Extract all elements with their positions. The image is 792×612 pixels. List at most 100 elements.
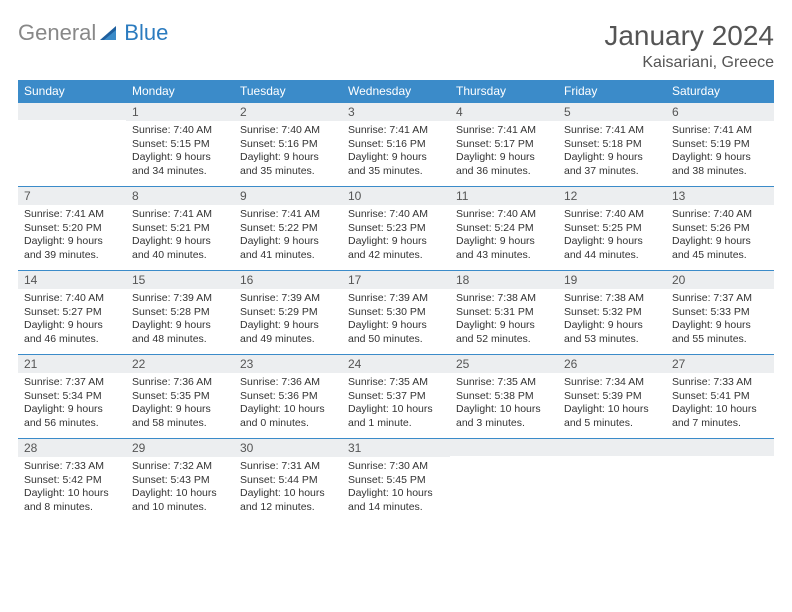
day-number: 18 bbox=[450, 270, 558, 289]
daylight-line: Daylight: 9 hours and 55 minutes. bbox=[672, 319, 768, 346]
sunset-line: Sunset: 5:15 PM bbox=[132, 138, 228, 152]
sunset-line: Sunset: 5:31 PM bbox=[456, 306, 552, 320]
daylight-line: Daylight: 9 hours and 35 minutes. bbox=[348, 151, 444, 178]
sunset-line: Sunset: 5:34 PM bbox=[24, 390, 120, 404]
sunset-line: Sunset: 5:16 PM bbox=[240, 138, 336, 152]
daylight-line: Daylight: 9 hours and 56 minutes. bbox=[24, 403, 120, 430]
sunrise-line: Sunrise: 7:41 AM bbox=[672, 124, 768, 138]
daylight-line: Daylight: 9 hours and 39 minutes. bbox=[24, 235, 120, 262]
calendar-cell: 12Sunrise: 7:40 AMSunset: 5:25 PMDayligh… bbox=[558, 186, 666, 270]
day-body: Sunrise: 7:41 AMSunset: 5:18 PMDaylight:… bbox=[558, 121, 666, 183]
day-body: Sunrise: 7:39 AMSunset: 5:29 PMDaylight:… bbox=[234, 289, 342, 351]
calendar-cell bbox=[558, 438, 666, 522]
calendar-row: 1Sunrise: 7:40 AMSunset: 5:15 PMDaylight… bbox=[18, 102, 774, 186]
sunset-line: Sunset: 5:19 PM bbox=[672, 138, 768, 152]
weekday-row: SundayMondayTuesdayWednesdayThursdayFrid… bbox=[18, 80, 774, 102]
day-number: 25 bbox=[450, 354, 558, 373]
sunset-line: Sunset: 5:18 PM bbox=[564, 138, 660, 152]
day-body bbox=[666, 456, 774, 463]
sunrise-line: Sunrise: 7:32 AM bbox=[132, 460, 228, 474]
day-body: Sunrise: 7:35 AMSunset: 5:37 PMDaylight:… bbox=[342, 373, 450, 435]
daylight-line: Daylight: 9 hours and 50 minutes. bbox=[348, 319, 444, 346]
day-number: 11 bbox=[450, 186, 558, 205]
day-body: Sunrise: 7:31 AMSunset: 5:44 PMDaylight:… bbox=[234, 457, 342, 519]
day-body: Sunrise: 7:40 AMSunset: 5:16 PMDaylight:… bbox=[234, 121, 342, 183]
sunset-line: Sunset: 5:36 PM bbox=[240, 390, 336, 404]
calendar-cell bbox=[450, 438, 558, 522]
sunset-line: Sunset: 5:29 PM bbox=[240, 306, 336, 320]
sunset-line: Sunset: 5:20 PM bbox=[24, 222, 120, 236]
sunrise-line: Sunrise: 7:41 AM bbox=[564, 124, 660, 138]
sunset-line: Sunset: 5:45 PM bbox=[348, 474, 444, 488]
day-body: Sunrise: 7:36 AMSunset: 5:35 PMDaylight:… bbox=[126, 373, 234, 435]
calendar-row: 7Sunrise: 7:41 AMSunset: 5:20 PMDaylight… bbox=[18, 186, 774, 270]
daylight-line: Daylight: 9 hours and 35 minutes. bbox=[240, 151, 336, 178]
calendar-cell: 13Sunrise: 7:40 AMSunset: 5:26 PMDayligh… bbox=[666, 186, 774, 270]
day-number: 2 bbox=[234, 102, 342, 121]
daylight-line: Daylight: 10 hours and 1 minute. bbox=[348, 403, 444, 430]
sunrise-line: Sunrise: 7:33 AM bbox=[672, 376, 768, 390]
day-body: Sunrise: 7:33 AMSunset: 5:42 PMDaylight:… bbox=[18, 457, 126, 519]
sunset-line: Sunset: 5:44 PM bbox=[240, 474, 336, 488]
calendar-cell: 11Sunrise: 7:40 AMSunset: 5:24 PMDayligh… bbox=[450, 186, 558, 270]
sunrise-line: Sunrise: 7:40 AM bbox=[456, 208, 552, 222]
day-number: 15 bbox=[126, 270, 234, 289]
day-number: 20 bbox=[666, 270, 774, 289]
day-body: Sunrise: 7:41 AMSunset: 5:17 PMDaylight:… bbox=[450, 121, 558, 183]
calendar-cell: 19Sunrise: 7:38 AMSunset: 5:32 PMDayligh… bbox=[558, 270, 666, 354]
sunset-line: Sunset: 5:27 PM bbox=[24, 306, 120, 320]
day-body: Sunrise: 7:40 AMSunset: 5:27 PMDaylight:… bbox=[18, 289, 126, 351]
sunrise-line: Sunrise: 7:40 AM bbox=[672, 208, 768, 222]
calendar-row: 21Sunrise: 7:37 AMSunset: 5:34 PMDayligh… bbox=[18, 354, 774, 438]
daylight-line: Daylight: 9 hours and 38 minutes. bbox=[672, 151, 768, 178]
sunrise-line: Sunrise: 7:41 AM bbox=[456, 124, 552, 138]
sunset-line: Sunset: 5:25 PM bbox=[564, 222, 660, 236]
calendar-cell: 7Sunrise: 7:41 AMSunset: 5:20 PMDaylight… bbox=[18, 186, 126, 270]
sunrise-line: Sunrise: 7:30 AM bbox=[348, 460, 444, 474]
calendar-cell: 4Sunrise: 7:41 AMSunset: 5:17 PMDaylight… bbox=[450, 102, 558, 186]
daylight-line: Daylight: 10 hours and 14 minutes. bbox=[348, 487, 444, 514]
sunrise-line: Sunrise: 7:40 AM bbox=[240, 124, 336, 138]
weekday-header: Saturday bbox=[666, 80, 774, 102]
day-number: 29 bbox=[126, 438, 234, 457]
weekday-header: Monday bbox=[126, 80, 234, 102]
day-body: Sunrise: 7:41 AMSunset: 5:21 PMDaylight:… bbox=[126, 205, 234, 267]
calendar-cell: 1Sunrise: 7:40 AMSunset: 5:15 PMDaylight… bbox=[126, 102, 234, 186]
day-number: 9 bbox=[234, 186, 342, 205]
sunset-line: Sunset: 5:23 PM bbox=[348, 222, 444, 236]
day-number: 13 bbox=[666, 186, 774, 205]
day-body bbox=[558, 456, 666, 463]
day-number: 6 bbox=[666, 102, 774, 121]
daylight-line: Daylight: 9 hours and 58 minutes. bbox=[132, 403, 228, 430]
day-number bbox=[666, 438, 774, 456]
calendar-cell bbox=[18, 102, 126, 186]
calendar-cell: 30Sunrise: 7:31 AMSunset: 5:44 PMDayligh… bbox=[234, 438, 342, 522]
sunrise-line: Sunrise: 7:36 AM bbox=[240, 376, 336, 390]
day-body: Sunrise: 7:39 AMSunset: 5:28 PMDaylight:… bbox=[126, 289, 234, 351]
daylight-line: Daylight: 9 hours and 43 minutes. bbox=[456, 235, 552, 262]
day-body: Sunrise: 7:37 AMSunset: 5:33 PMDaylight:… bbox=[666, 289, 774, 351]
day-number: 23 bbox=[234, 354, 342, 373]
sunrise-line: Sunrise: 7:37 AM bbox=[672, 292, 768, 306]
day-body: Sunrise: 7:41 AMSunset: 5:19 PMDaylight:… bbox=[666, 121, 774, 183]
daylight-line: Daylight: 10 hours and 3 minutes. bbox=[456, 403, 552, 430]
calendar-page: General Blue January 2024 Kaisariani, Gr… bbox=[0, 0, 792, 532]
calendar-cell: 25Sunrise: 7:35 AMSunset: 5:38 PMDayligh… bbox=[450, 354, 558, 438]
calendar-cell: 16Sunrise: 7:39 AMSunset: 5:29 PMDayligh… bbox=[234, 270, 342, 354]
calendar-cell: 3Sunrise: 7:41 AMSunset: 5:16 PMDaylight… bbox=[342, 102, 450, 186]
day-body: Sunrise: 7:41 AMSunset: 5:22 PMDaylight:… bbox=[234, 205, 342, 267]
day-number: 14 bbox=[18, 270, 126, 289]
daylight-line: Daylight: 10 hours and 12 minutes. bbox=[240, 487, 336, 514]
daylight-line: Daylight: 9 hours and 42 minutes. bbox=[348, 235, 444, 262]
day-number: 28 bbox=[18, 438, 126, 457]
day-body: Sunrise: 7:41 AMSunset: 5:16 PMDaylight:… bbox=[342, 121, 450, 183]
sunrise-line: Sunrise: 7:38 AM bbox=[564, 292, 660, 306]
calendar-cell: 27Sunrise: 7:33 AMSunset: 5:41 PMDayligh… bbox=[666, 354, 774, 438]
sunrise-line: Sunrise: 7:39 AM bbox=[132, 292, 228, 306]
calendar-cell: 14Sunrise: 7:40 AMSunset: 5:27 PMDayligh… bbox=[18, 270, 126, 354]
sunset-line: Sunset: 5:22 PM bbox=[240, 222, 336, 236]
calendar-cell: 5Sunrise: 7:41 AMSunset: 5:18 PMDaylight… bbox=[558, 102, 666, 186]
title-location: Kaisariani, Greece bbox=[604, 54, 774, 72]
sunrise-line: Sunrise: 7:37 AM bbox=[24, 376, 120, 390]
sunset-line: Sunset: 5:42 PM bbox=[24, 474, 120, 488]
